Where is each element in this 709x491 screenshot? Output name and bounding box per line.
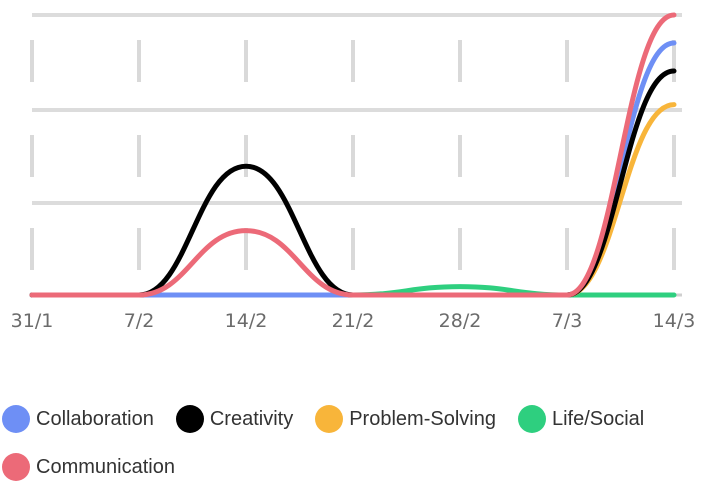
legend-label-creativity: Creativity xyxy=(209,407,294,430)
legend-swatch-creativity xyxy=(175,405,204,433)
legend-swatch-problem-solving xyxy=(315,405,344,433)
legend-item-creativity[interactable]: Creativity xyxy=(175,405,294,433)
chart-svg: 31/1 7/2 14/2 21/2 28/2 7/3 14/3 xyxy=(11,12,696,332)
legend-item-collaboration[interactable]: Collaboration xyxy=(2,405,154,433)
legend: Collaboration Creativity Problem-Solving… xyxy=(0,395,709,491)
legend-swatch-life-social xyxy=(517,405,546,433)
legend-label-collaboration: Collaboration xyxy=(36,407,154,430)
legend-item-life-social[interactable]: Life/Social xyxy=(517,405,645,433)
x-axis-ticks: 31/1 7/2 14/2 21/2 28/2 7/3 14/3 xyxy=(11,310,696,332)
legend-label-problem-solving: Problem-Solving xyxy=(349,407,496,430)
x-tick-label: 28/2 xyxy=(439,310,482,332)
legend-item-communication[interactable]: Communication xyxy=(2,453,175,481)
legend-label-life-social: Life/Social xyxy=(551,407,645,430)
x-tick-label: 14/3 xyxy=(653,310,696,332)
legend-swatch-communication xyxy=(2,453,30,481)
x-tick-label: 7/2 xyxy=(124,310,155,332)
legend-swatch-collaboration xyxy=(2,405,30,433)
line-chart: 31/1 7/2 14/2 21/2 28/2 7/3 14/3 xyxy=(11,12,696,332)
x-tick-label: 7/3 xyxy=(552,310,583,332)
x-tick-label: 21/2 xyxy=(332,310,375,332)
legend-row-2: Communication xyxy=(0,443,709,491)
legend-row-1: Collaboration Creativity Problem-Solving… xyxy=(0,395,709,443)
grid xyxy=(30,13,682,297)
legend-item-problem-solving[interactable]: Problem-Solving xyxy=(315,405,496,433)
x-tick-label: 31/1 xyxy=(11,310,54,332)
x-tick-label: 14/2 xyxy=(225,310,268,332)
series-line-communication[interactable] xyxy=(29,12,677,298)
series-lines xyxy=(29,12,677,298)
legend-label-communication: Communication xyxy=(36,455,175,478)
